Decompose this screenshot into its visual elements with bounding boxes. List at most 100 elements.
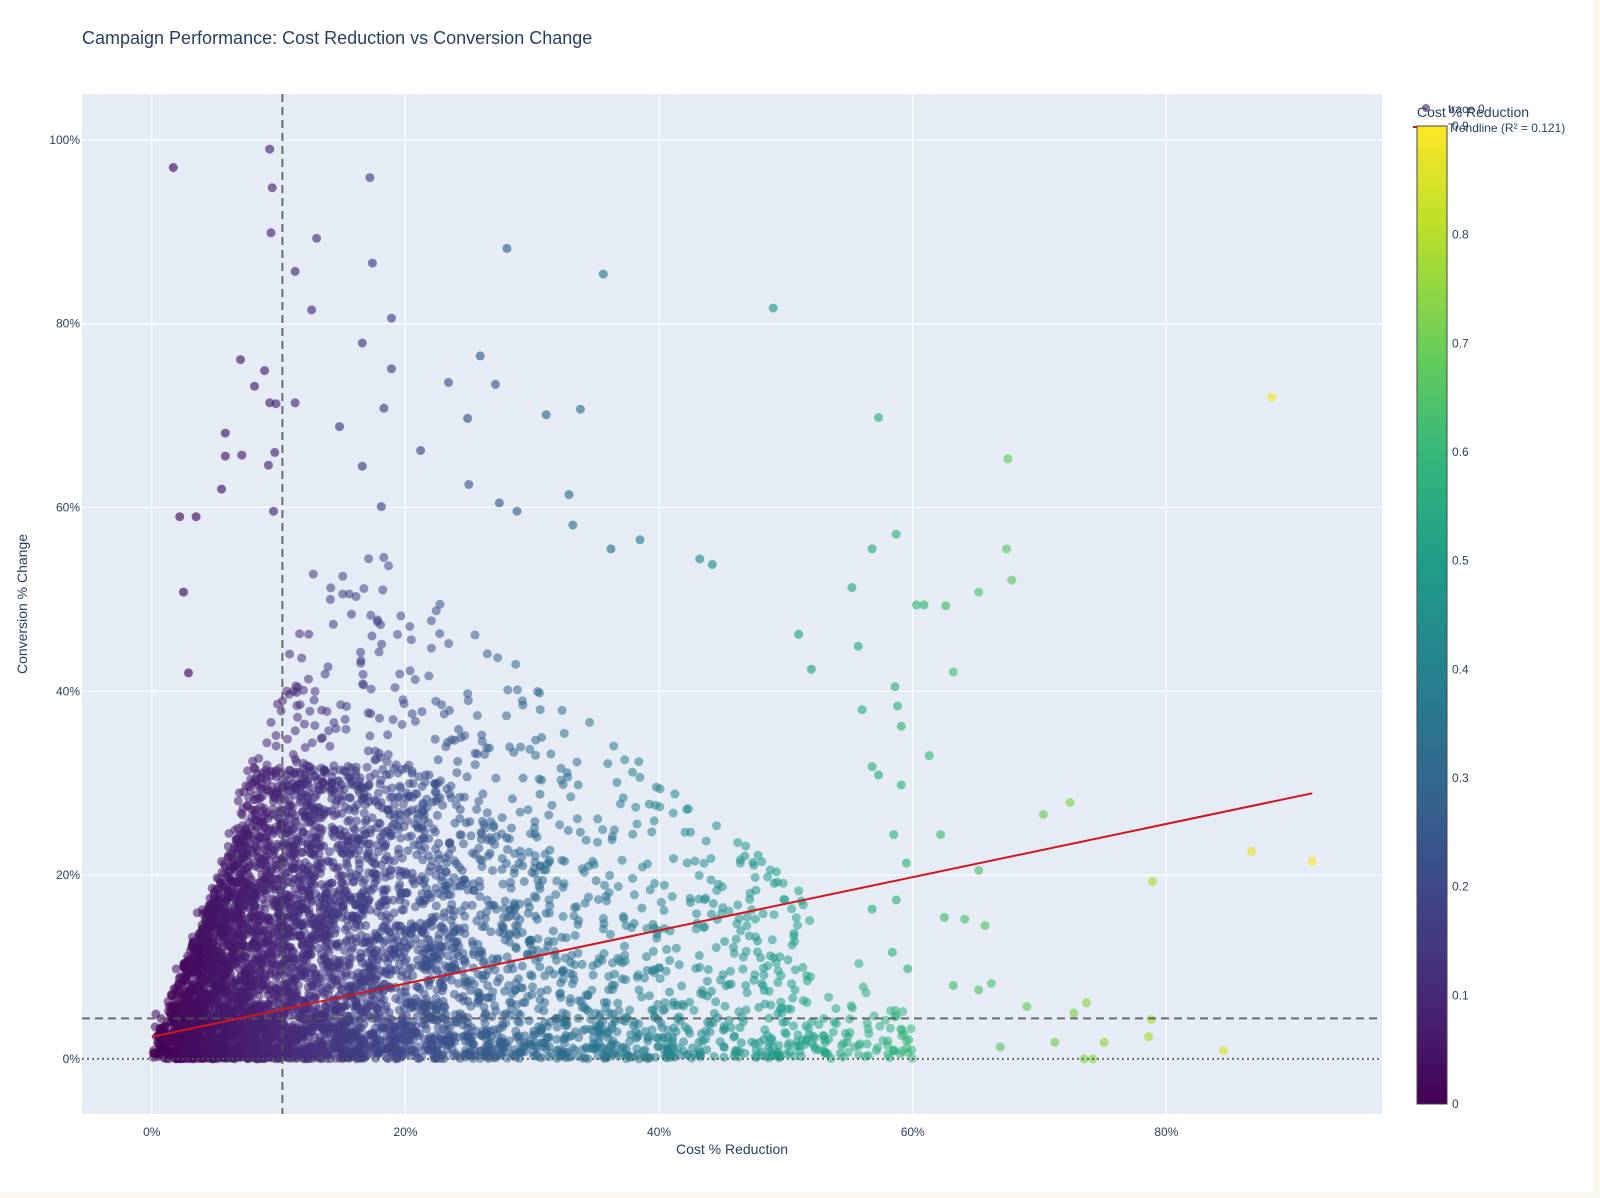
- data-point-4019: [394, 807, 404, 817]
- data-point-3852: [308, 879, 317, 889]
- data-point-4649: [729, 948, 739, 958]
- data-point-3030: [535, 995, 545, 1005]
- data-point-4276: [291, 954, 301, 964]
- data-point-3755: [396, 971, 406, 981]
- data-point-4517: [418, 963, 428, 973]
- data-point-4412: [262, 776, 272, 786]
- data-point-4292: [612, 777, 622, 787]
- data-point-4668: [534, 774, 544, 784]
- data-point-4631: [451, 925, 461, 934]
- data-point-4201: [733, 838, 743, 848]
- data-point-4792: [345, 850, 355, 860]
- data-point-4268: [591, 876, 601, 886]
- data-point-4587: [252, 929, 262, 939]
- data-point-4229: [593, 837, 602, 847]
- data-point-1462: [454, 978, 463, 988]
- data-point-3247: [283, 734, 292, 744]
- data-point-4807: [544, 810, 554, 820]
- data-point-4704: [603, 759, 613, 769]
- data-point-4080: [442, 867, 451, 877]
- data-point-2612: [376, 775, 386, 785]
- data-point-4710: [588, 856, 598, 866]
- data-point-4648: [329, 718, 339, 728]
- data-point-4481: [326, 583, 336, 593]
- data-point-4744: [793, 920, 802, 930]
- data-point-3665: [545, 845, 555, 855]
- data-point-4772: [383, 730, 393, 740]
- data-point-4519: [373, 1005, 383, 1015]
- data-point-1352: [552, 876, 562, 886]
- data-point-4241: [364, 938, 374, 947]
- data-point-4626: [731, 934, 741, 944]
- data-point-4392: [334, 938, 344, 948]
- data-point-4854: [333, 980, 342, 990]
- data-point-4785: [285, 826, 295, 836]
- data-point-4347: [396, 921, 406, 931]
- data-point-1513: [395, 995, 405, 1005]
- data-point-3115: [600, 880, 610, 890]
- data-point-4308: [588, 970, 598, 980]
- data-point-3950: [258, 912, 268, 922]
- data-point-3505: [249, 858, 259, 868]
- data-point-4426: [788, 993, 798, 1003]
- data-point-3413: [345, 815, 354, 825]
- data-point-4495: [558, 912, 568, 921]
- data-point-4301: [261, 846, 271, 855]
- data-point-4283: [706, 854, 716, 863]
- data-point-4549: [753, 936, 762, 946]
- data-point-4065: [276, 819, 286, 829]
- data-point-3929: [424, 866, 434, 876]
- data-point-4458: [463, 689, 473, 699]
- data-point-4068: [480, 922, 490, 931]
- data-point-4832: [359, 584, 369, 593]
- data-point-4473: [565, 994, 575, 1003]
- data-point-4161: [237, 931, 247, 941]
- data-point-4173: [323, 972, 333, 982]
- data-point-4138: [243, 863, 253, 873]
- data-point-4672: [579, 867, 589, 877]
- data-point-3051: [367, 631, 377, 641]
- data-point-4860: [261, 898, 271, 908]
- data-point-4646: [317, 705, 327, 715]
- data-point-4890: [319, 805, 329, 815]
- data-point-4691: [547, 800, 557, 810]
- data-point-3968: [267, 940, 277, 950]
- data-point-4629: [543, 936, 553, 946]
- data-point-4496: [284, 911, 294, 921]
- data-point-1940: [415, 939, 425, 948]
- data-point-3690: [573, 948, 583, 958]
- data-point-4721: [325, 594, 335, 604]
- data-point-4872: [651, 1033, 661, 1042]
- data-point-4534: [699, 922, 709, 932]
- data-point-4357: [430, 734, 440, 744]
- data-point-4765: [700, 895, 710, 905]
- data-point-4500: [572, 814, 582, 824]
- data-point-4011: [297, 899, 307, 909]
- data-point-4550: [290, 767, 300, 777]
- data-point-4469: [645, 885, 655, 895]
- data-point-4711: [516, 742, 526, 752]
- data-point-4825: [234, 874, 244, 884]
- data-point-3791: [255, 967, 264, 977]
- data-point-4341: [306, 805, 316, 815]
- data-point-4143: [320, 889, 330, 899]
- data-point-4847: [598, 825, 608, 835]
- data-point-4515: [533, 687, 543, 696]
- data-point-3302: [479, 819, 489, 829]
- data-point-4666: [485, 848, 495, 858]
- data-point-3947: [324, 947, 334, 957]
- data-point-3349: [362, 762, 372, 772]
- data-point-4536: [229, 913, 239, 923]
- data-point-4600: [197, 973, 207, 983]
- data-point-3407: [248, 845, 258, 854]
- data-point-4801: [559, 728, 569, 738]
- data-point-3195: [455, 805, 465, 815]
- data-point-4244: [720, 937, 730, 946]
- data-point-3712: [503, 845, 512, 854]
- data-point-4899: [620, 941, 629, 951]
- data-point-4236: [656, 897, 666, 907]
- data-point-4333: [631, 802, 641, 812]
- data-point-4687: [217, 923, 227, 933]
- data-point-3589: [359, 790, 369, 800]
- data-point-2641: [241, 824, 251, 834]
